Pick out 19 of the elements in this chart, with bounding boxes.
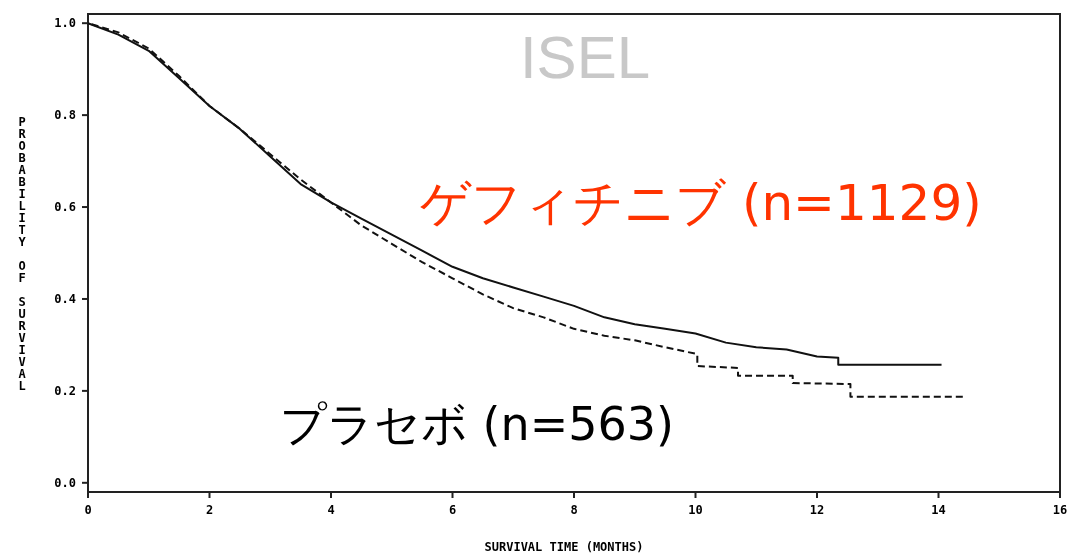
x-tick-label: 0 [84, 503, 92, 517]
x-tick-label: 16 [1052, 503, 1068, 517]
x-axis-title: SURVIVAL TIME (MONTHS) [484, 540, 644, 554]
y-tick-label: 0.2 [54, 384, 76, 399]
x-tick-label: 6 [448, 503, 457, 517]
x-tick-label: 4 [327, 503, 335, 517]
x-tick-label: 12 [809, 503, 825, 517]
x-tick-label: 2 [205, 503, 214, 517]
x-tick-label: 10 [688, 503, 703, 517]
y-tick-label: 0.4 [54, 292, 76, 307]
y-tick-label: 1.0 [54, 16, 76, 31]
series-label: ゲフィチニブ (n=1129) [420, 174, 982, 232]
y-tick-label: 0.6 [54, 200, 76, 215]
series-label: プラセボ (n=563) [280, 397, 675, 451]
x-tick-label: 8 [570, 503, 578, 517]
y-axis-title: PROBABILITY OF SURVIVAL [15, 115, 29, 391]
y-tick-label: 0.8 [54, 108, 76, 123]
y-tick-label: 0.0 [54, 476, 76, 491]
x-tick-label: 14 [931, 503, 946, 517]
